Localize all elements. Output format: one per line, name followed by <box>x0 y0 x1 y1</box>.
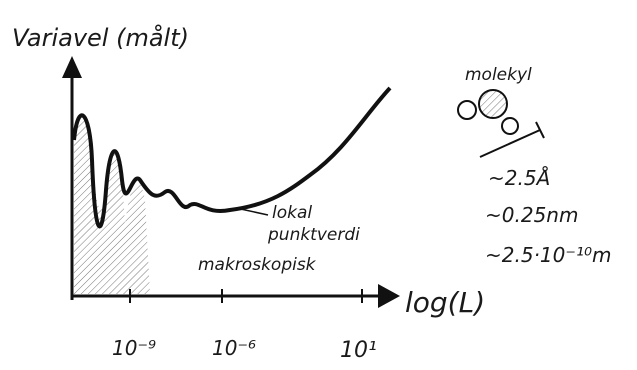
size-label: ~2.5Å <box>488 166 550 190</box>
tick-label: 10¹ <box>340 338 377 363</box>
sketch: Variavel (målt) lokal punktverdi makrosk… <box>0 0 637 370</box>
annotation: lokal <box>272 203 312 223</box>
x-axis-label: log(L) <box>405 286 485 319</box>
atom <box>479 90 507 118</box>
title: Variavel (målt) <box>12 23 189 52</box>
molecule-label: molekyl <box>465 65 532 85</box>
hatched-area <box>74 115 150 294</box>
scale-bar-end <box>536 122 544 138</box>
annotation: makroskopisk <box>198 255 317 275</box>
size-label: ~2.5·10⁻¹⁰m <box>485 243 611 267</box>
pointer <box>236 208 268 215</box>
y-arrow <box>62 56 82 78</box>
atom <box>502 118 518 134</box>
size-label: ~0.25nm <box>485 203 578 227</box>
x-arrow <box>378 284 400 308</box>
atom <box>458 101 476 119</box>
annotation: punktverdi <box>267 225 360 245</box>
tick-label: 10⁻⁹ <box>112 336 156 360</box>
tick-label: 10⁻⁶ <box>212 336 256 360</box>
